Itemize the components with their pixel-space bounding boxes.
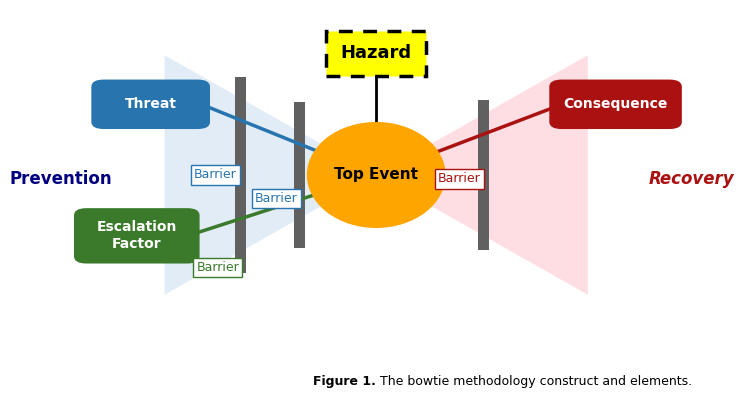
FancyBboxPatch shape [235,77,247,273]
Text: Figure 1.: Figure 1. [314,375,376,388]
Text: Barrier: Barrier [194,168,237,182]
Polygon shape [376,55,588,295]
FancyBboxPatch shape [91,79,210,129]
Text: The bowtie methodology construct and elements.: The bowtie methodology construct and ele… [376,375,693,388]
FancyBboxPatch shape [74,208,199,263]
Text: Consequence: Consequence [563,97,668,111]
Text: Barrier: Barrier [196,261,239,274]
Text: Barrier: Barrier [255,192,298,205]
Text: Threat: Threat [125,97,177,111]
Text: Escalation
Factor: Escalation Factor [96,220,177,251]
FancyBboxPatch shape [478,100,490,249]
FancyBboxPatch shape [549,79,682,129]
Polygon shape [165,55,376,295]
Text: Prevention: Prevention [9,170,112,188]
FancyBboxPatch shape [326,30,426,76]
Text: Barrier: Barrier [438,172,481,185]
Text: Top Event: Top Event [334,168,418,182]
Ellipse shape [307,122,446,228]
FancyBboxPatch shape [294,102,305,248]
Text: Recovery: Recovery [649,170,735,188]
Text: Hazard: Hazard [341,44,412,62]
